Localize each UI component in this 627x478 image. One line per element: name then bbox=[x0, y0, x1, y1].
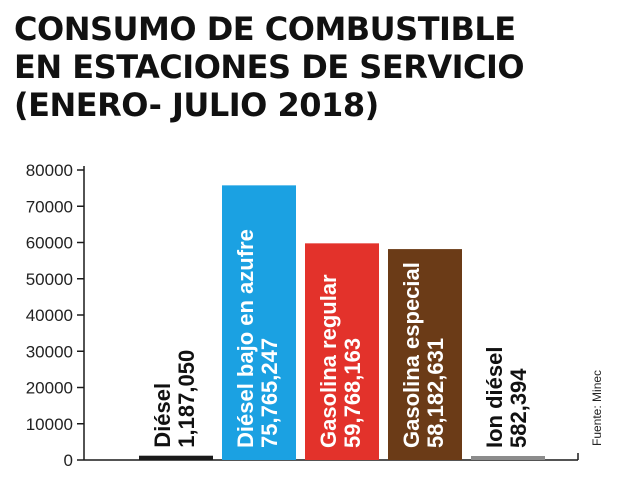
bar-value-label: 1,187,050 bbox=[174, 350, 199, 448]
bar-value-label: 58,182,631 bbox=[423, 338, 448, 448]
y-tick-label: 70000 bbox=[26, 197, 73, 216]
bar-name-label: Gasolina regular bbox=[316, 274, 341, 448]
y-tick-label: 50000 bbox=[26, 270, 73, 289]
y-tick-label: 40000 bbox=[26, 306, 73, 325]
y-tick-label: 30000 bbox=[26, 342, 73, 361]
chart-title: CONSUMO DE COMBUSTIBLE EN ESTACIONES DE … bbox=[14, 10, 525, 124]
chart-data-labels: Diésel 1,187,050 Diésel bajo en azufre 75,7… bbox=[150, 229, 531, 448]
bar-label-group: Diésel 1,187,050 bbox=[150, 350, 199, 448]
y-tick-label: 60000 bbox=[26, 234, 73, 253]
y-tick-label: 10000 bbox=[26, 415, 73, 434]
bar-name-label: Diésel bbox=[150, 383, 175, 448]
bar bbox=[222, 185, 296, 460]
y-tick-label: 20000 bbox=[26, 379, 73, 398]
y-tick-label: 80000 bbox=[26, 161, 73, 180]
bar-label-group: Diésel bajo en azufre 75,765,247 bbox=[233, 229, 282, 448]
bar bbox=[471, 456, 545, 460]
title-line-3: (ENERO- JULIO 2018) bbox=[14, 86, 379, 124]
bar-value-label: 59,768,163 bbox=[340, 338, 365, 448]
bar bbox=[305, 243, 379, 460]
bar-value-label: 75,765,247 bbox=[257, 338, 282, 448]
bar-label-group: Gasolina regular 59,768,163 bbox=[316, 274, 365, 448]
chart-bars bbox=[139, 185, 545, 460]
bar-name-label: Ion diésel bbox=[482, 347, 507, 448]
bar-value-label: 582,394 bbox=[506, 368, 531, 448]
bar-label-group: Gasolina especial 58,182,631 bbox=[399, 262, 448, 448]
bar bbox=[139, 455, 213, 460]
y-tick-label: 0 bbox=[64, 451, 73, 470]
title-line-2: EN ESTACIONES DE SERVICIO bbox=[14, 48, 525, 86]
bar-label-group: Ion diésel 582,394 bbox=[482, 347, 531, 448]
bar-name-label: Diésel bajo en azufre bbox=[233, 229, 258, 448]
bar bbox=[388, 249, 462, 460]
bar-name-label: Gasolina especial bbox=[399, 262, 424, 448]
title-line-1: CONSUMO DE COMBUSTIBLE bbox=[14, 10, 516, 48]
source-note: Fuente: Minec bbox=[590, 369, 604, 446]
